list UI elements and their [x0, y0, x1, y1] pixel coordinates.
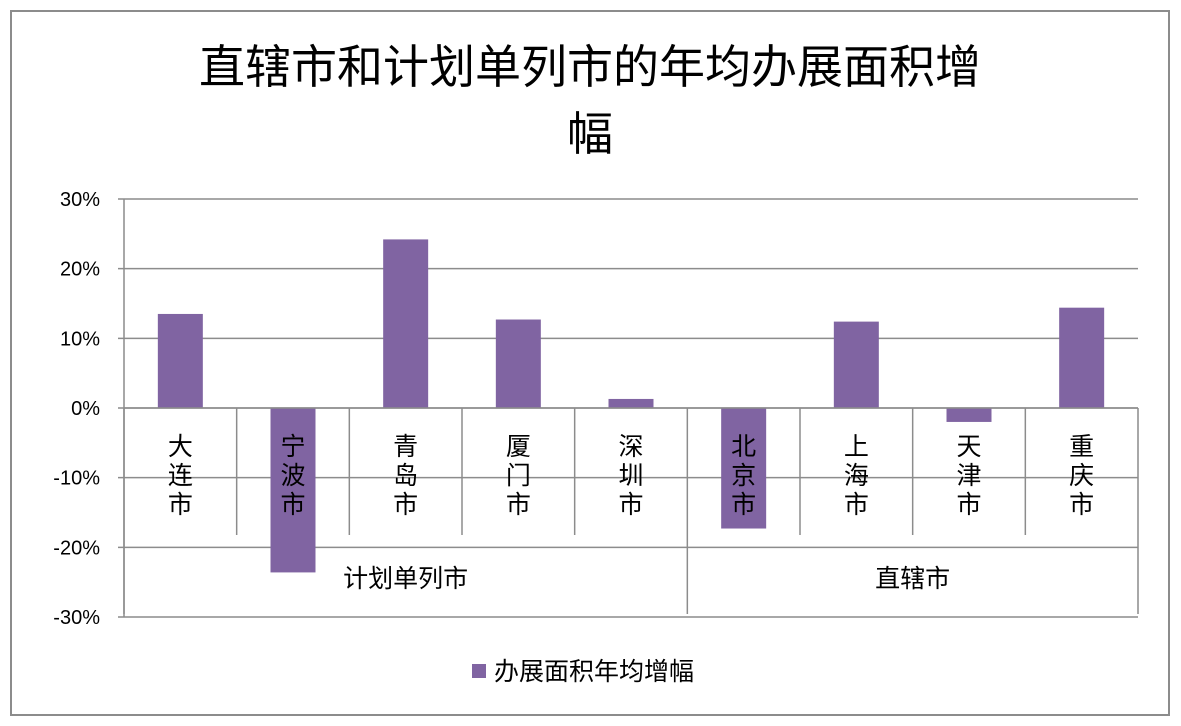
category-label: 宁波市 [280, 432, 305, 519]
y-axis-tick-labels: 30% 20% 10% 0% -10% -20% -30% [53, 189, 100, 629]
category-label: 天津市 [956, 432, 981, 519]
bar-天津市 [946, 408, 992, 422]
category-label: 青岛市 [393, 432, 418, 519]
chart-title: 直辖市和计划单列市的年均办展面积增 幅 [199, 40, 981, 161]
category-labels: 大连市 宁波市 青岛市 厦门市 深圳市 北京市 上海市 天津市 重庆市 [168, 432, 1094, 519]
chart-title-line-2: 幅 [567, 107, 613, 161]
legend-swatch [472, 664, 486, 678]
bar-重庆市 [1059, 307, 1105, 408]
bar-北京市 [721, 408, 767, 529]
y-tick-label: -20% [53, 537, 100, 559]
bar-大连市 [157, 313, 203, 408]
bar-上海市 [833, 321, 879, 408]
group-label: 计划单列市 [343, 564, 468, 593]
category-label: 北京市 [731, 432, 756, 519]
group-label: 直辖市 [875, 564, 950, 593]
legend: 办展面积年均增幅 [472, 657, 694, 686]
category-label: 上海市 [844, 432, 869, 519]
y-tick-label: -10% [53, 468, 100, 490]
category-label: 深圳市 [618, 432, 643, 519]
y-tick-label: 0% [71, 398, 100, 420]
bar-厦门市 [495, 319, 541, 408]
chart-border [10, 10, 1170, 716]
y-tick-label: -30% [53, 607, 100, 629]
axes [123, 199, 1139, 617]
bar-深圳市 [608, 398, 654, 408]
bar-青岛市 [383, 239, 429, 408]
category-label: 重庆市 [1069, 432, 1094, 519]
category-label: 厦门市 [506, 432, 531, 519]
category-label: 大连市 [168, 432, 193, 519]
bars [157, 239, 1105, 573]
bar-宁波市 [270, 408, 316, 573]
group-labels: 计划单列市 直辖市 [343, 564, 950, 593]
chart-title-line-1: 直辖市和计划单列市的年均办展面积增 [199, 40, 981, 94]
y-tick-label: 10% [60, 328, 100, 350]
y-tick-label: 20% [60, 259, 100, 281]
y-tick-label: 30% [60, 189, 100, 211]
legend-label: 办展面积年均增幅 [494, 657, 694, 686]
